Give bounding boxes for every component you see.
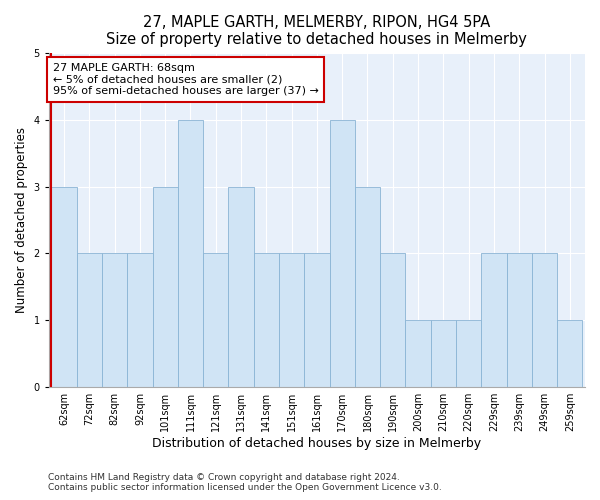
Bar xyxy=(304,254,329,387)
Bar xyxy=(557,320,583,387)
Bar xyxy=(506,254,532,387)
Text: Contains HM Land Registry data © Crown copyright and database right 2024.
Contai: Contains HM Land Registry data © Crown c… xyxy=(48,473,442,492)
X-axis label: Distribution of detached houses by size in Melmerby: Distribution of detached houses by size … xyxy=(152,437,481,450)
Bar xyxy=(127,254,152,387)
Bar xyxy=(102,254,127,387)
Bar xyxy=(431,320,456,387)
Bar xyxy=(152,186,178,387)
Bar xyxy=(355,186,380,387)
Bar xyxy=(406,320,431,387)
Bar xyxy=(52,186,77,387)
Bar xyxy=(178,120,203,387)
Bar xyxy=(279,254,304,387)
Bar xyxy=(380,254,406,387)
Bar xyxy=(456,320,481,387)
Bar xyxy=(481,254,506,387)
Bar xyxy=(77,254,102,387)
Bar xyxy=(203,254,229,387)
Bar xyxy=(329,120,355,387)
Bar xyxy=(532,254,557,387)
Bar xyxy=(229,186,254,387)
Text: 27 MAPLE GARTH: 68sqm
← 5% of detached houses are smaller (2)
95% of semi-detach: 27 MAPLE GARTH: 68sqm ← 5% of detached h… xyxy=(53,63,319,96)
Bar xyxy=(254,254,279,387)
Title: 27, MAPLE GARTH, MELMERBY, RIPON, HG4 5PA
Size of property relative to detached : 27, MAPLE GARTH, MELMERBY, RIPON, HG4 5P… xyxy=(106,15,527,48)
Y-axis label: Number of detached properties: Number of detached properties xyxy=(15,127,28,313)
